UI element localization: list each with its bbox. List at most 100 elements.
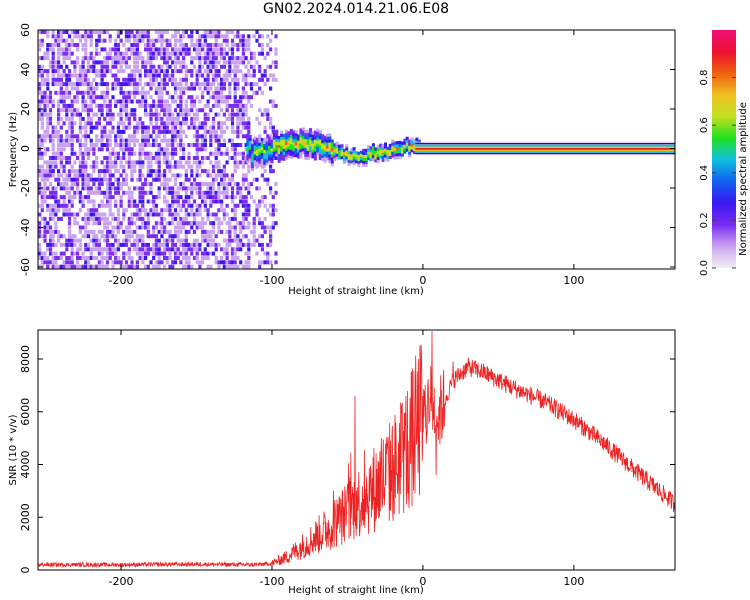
spectrogram-cell bbox=[201, 43, 205, 47]
spectrogram-cell bbox=[154, 247, 158, 252]
spectrogram-cell bbox=[201, 169, 205, 174]
spectrogram-cell bbox=[76, 86, 80, 91]
spectrogram-cell bbox=[95, 143, 99, 147]
spectrogram-cell bbox=[233, 208, 237, 213]
spectrogram-cell bbox=[256, 149, 259, 153]
spectrogram-cell bbox=[266, 138, 270, 143]
spectrogram-cell bbox=[275, 150, 279, 154]
spectrogram-cell bbox=[141, 208, 145, 213]
spectrogram-cell bbox=[149, 212, 153, 217]
spectrogram-cell bbox=[263, 169, 267, 174]
spectrogram-cell bbox=[198, 212, 202, 217]
spectrogram-cell bbox=[168, 190, 172, 195]
spectrogram-cell bbox=[165, 103, 169, 108]
spectrogram-cell bbox=[59, 160, 63, 165]
spectrogram-cell bbox=[146, 221, 150, 226]
spectrogram-cell bbox=[76, 173, 80, 178]
spectrogram-cell bbox=[57, 99, 61, 104]
spectrogram-cell bbox=[38, 56, 42, 61]
spectrogram-cell bbox=[84, 216, 88, 221]
spectrogram-cell bbox=[111, 229, 115, 234]
spectrogram-cell bbox=[274, 208, 278, 213]
spectrogram-cell bbox=[165, 138, 169, 143]
spectrogram-cell bbox=[179, 182, 183, 187]
colorbar-tick-label: 0.4 bbox=[699, 165, 710, 181]
spectrogram-cell bbox=[258, 221, 262, 226]
spectrogram-cell bbox=[89, 121, 93, 126]
spectrogram-cell bbox=[141, 95, 145, 100]
spectrogram-cell bbox=[269, 121, 273, 126]
spectrogram-cell bbox=[269, 64, 273, 69]
spectrogram-cell bbox=[108, 151, 112, 156]
spectrogram-cell bbox=[89, 43, 93, 47]
spectrogram-cell bbox=[76, 112, 80, 117]
spectrogram-cell bbox=[73, 173, 77, 178]
spectrogram-cell bbox=[173, 116, 178, 121]
spectrogram-cell bbox=[157, 195, 161, 200]
spectrogram-cell bbox=[154, 90, 158, 95]
spectrogram-cell bbox=[73, 43, 77, 47]
spectrogram-cell bbox=[100, 199, 104, 204]
spectrogram-cell bbox=[57, 264, 61, 269]
spectrogram-cell bbox=[228, 60, 232, 65]
spectrogram-cell bbox=[239, 190, 243, 195]
spectrogram-cell bbox=[163, 38, 167, 43]
spectrogram-cell bbox=[46, 112, 50, 117]
spectrogram-cell bbox=[289, 152, 293, 156]
spectrogram-cell bbox=[92, 212, 96, 217]
spectrogram-cell bbox=[222, 112, 226, 117]
spectrogram-cell bbox=[233, 43, 237, 47]
spectrogram-cell bbox=[168, 143, 172, 147]
spectrogram-cell bbox=[67, 56, 72, 61]
spectrogram-cell bbox=[160, 260, 164, 265]
spectrogram-cell bbox=[141, 251, 145, 256]
spectrogram-cell bbox=[70, 38, 74, 43]
spectrogram-cell bbox=[271, 195, 275, 200]
spectrogram-cell bbox=[163, 216, 167, 221]
spectrogram-cell bbox=[233, 247, 237, 252]
spectrogram-cell bbox=[95, 242, 99, 247]
spectrogram-cell bbox=[263, 140, 267, 144]
spectrogram-cell bbox=[138, 30, 142, 34]
spectrogram-cell bbox=[111, 225, 115, 230]
spectrogram-cell bbox=[70, 73, 74, 78]
spectrogram-cell bbox=[244, 173, 248, 178]
spectrogram-cell bbox=[269, 99, 273, 104]
spectrogram-cell bbox=[247, 164, 251, 169]
spectrogram-cell bbox=[62, 177, 66, 182]
spectrogram-cell bbox=[103, 203, 107, 208]
spectrogram-cell bbox=[141, 182, 145, 187]
spectrogram-cell bbox=[152, 112, 156, 117]
spectrogram-cell bbox=[340, 150, 344, 154]
spectrogram-cell bbox=[176, 247, 180, 252]
spectrogram-cell bbox=[62, 56, 66, 61]
spectrogram-cell bbox=[84, 212, 88, 217]
spectrogram-cell bbox=[222, 143, 226, 147]
spectrogram-cell bbox=[179, 160, 183, 165]
spectrogram-cell bbox=[211, 95, 216, 100]
spectrogram-cell bbox=[233, 103, 237, 108]
tone-band bbox=[415, 147, 675, 150]
spectrogram-cell bbox=[217, 160, 221, 165]
spectrogram-cell bbox=[65, 134, 69, 139]
spectrogram-cell bbox=[89, 138, 93, 143]
spectrogram-cell bbox=[81, 234, 85, 239]
spectrogram-cell bbox=[43, 112, 47, 117]
spectrogram-cell bbox=[275, 153, 279, 157]
spectrogram-cell bbox=[316, 134, 320, 138]
spectrogram-cell bbox=[168, 108, 172, 113]
spectrogram-cell bbox=[258, 134, 262, 139]
spectrogram-cell bbox=[220, 182, 224, 187]
spectrogram-cell bbox=[130, 164, 134, 169]
spectrogram-cell bbox=[206, 43, 210, 47]
spectrogram-cell bbox=[244, 73, 248, 78]
spectrogram-cell bbox=[230, 143, 235, 147]
spectrogram-cell bbox=[103, 38, 107, 43]
spectrogram-cell bbox=[108, 129, 112, 134]
spectrogram-cell bbox=[59, 82, 63, 87]
spectrogram-cell bbox=[285, 138, 288, 142]
spectrogram-cell bbox=[342, 148, 346, 153]
spectrogram-cell bbox=[127, 116, 131, 121]
spectrogram-cell bbox=[220, 95, 224, 100]
spectrogram-cell bbox=[154, 69, 158, 74]
